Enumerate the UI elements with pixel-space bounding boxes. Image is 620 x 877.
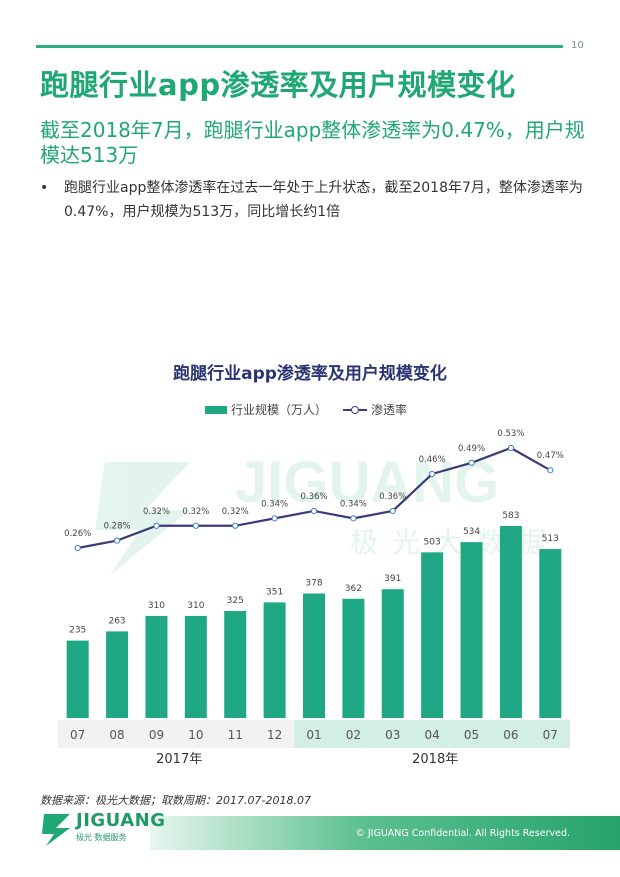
logo-subtext: 极光 数据服务 — [76, 833, 127, 842]
bar-5 — [263, 602, 286, 718]
bullet-marker: • — [40, 180, 49, 196]
rate-point-4 — [232, 522, 239, 529]
bar-1 — [106, 631, 129, 718]
copyright: © JIGUANG Confidential. All Rights Reser… — [355, 828, 570, 839]
legend-line-label: 渗透率 — [371, 403, 408, 417]
bar-7 — [342, 598, 365, 718]
bar-label-8: 391 — [384, 574, 401, 584]
rate-label-10: 0.49% — [458, 444, 485, 454]
bullet-item: • 跑腿行业app整体渗透率在过去一年处于上升状态，截至2018年7月，整体渗透… — [40, 176, 585, 224]
x-tick-11: 06 — [503, 728, 518, 742]
rate-point-8 — [389, 507, 396, 515]
rate-label-5: 0.34% — [261, 499, 288, 509]
page-number: 10 — [571, 40, 584, 51]
rate-label-12: 0.47% — [537, 451, 564, 461]
bar-3 — [184, 615, 207, 718]
bar-9 — [421, 552, 444, 718]
footer-band — [150, 816, 620, 850]
bar-label-10: 534 — [463, 527, 480, 537]
bar-label-6: 378 — [305, 579, 322, 589]
bar-label-4: 325 — [227, 596, 244, 606]
page-subtitle: 截至2018年7月，跑腿行业app整体渗透率为0.47%，用户规模达513万 — [40, 118, 585, 167]
logo-text: JIGUANG — [76, 810, 166, 831]
bar-label-2: 310 — [148, 601, 165, 611]
rate-label-11: 0.53% — [497, 429, 524, 439]
x-tick-8: 03 — [385, 728, 400, 742]
rate-label-9: 0.46% — [419, 455, 446, 465]
rate-point-11 — [507, 444, 515, 452]
rate-point-2 — [153, 522, 160, 529]
bar-label-11: 583 — [502, 511, 519, 521]
bar-label-7: 362 — [345, 584, 362, 594]
rate-point-7 — [350, 515, 357, 522]
rate-label-8: 0.36% — [379, 492, 406, 502]
rate-point-3 — [192, 522, 199, 529]
rate-label-4: 0.32% — [222, 507, 249, 517]
bar-0 — [66, 640, 89, 718]
data-source: 数据来源：极光大数据；取数周期：2017.07-2018.07 — [40, 794, 311, 807]
footer: © JIGUANG Confidential. All Rights Reser… — [0, 806, 620, 850]
rate-label-2: 0.32% — [143, 507, 170, 517]
bar-8 — [381, 589, 404, 718]
rate-point-6 — [310, 507, 318, 515]
year-label-2018: 2018年 — [412, 752, 459, 767]
x-tick-12: 07 — [543, 728, 558, 742]
x-tick-4: 11 — [228, 728, 243, 742]
header-rule — [36, 45, 563, 48]
axis-band-2017 — [58, 720, 294, 748]
page-title: 跑腿行业app渗透率及用户规模变化 — [40, 68, 516, 102]
x-tick-3: 10 — [188, 728, 203, 742]
x-tick-7: 02 — [346, 728, 361, 742]
rate-label-1: 0.28% — [104, 522, 131, 532]
x-tick-5: 12 — [267, 728, 282, 742]
axis-highlight-2018 — [294, 720, 570, 748]
chart-title: 跑腿行业app渗透率及用户规模变化 — [173, 364, 447, 384]
rate-point-0 — [74, 544, 81, 552]
rate-point-12 — [547, 467, 554, 474]
rate-label-7: 0.34% — [340, 499, 367, 509]
rate-point-9 — [429, 470, 436, 478]
bar-4 — [224, 610, 247, 718]
bar-12 — [539, 549, 562, 718]
bar-11 — [499, 526, 522, 718]
legend-bar-label: 行业规模（万人） — [231, 403, 328, 417]
rate-label-3: 0.32% — [182, 507, 209, 517]
bar-label-1: 263 — [108, 616, 125, 626]
rate-point-1 — [113, 537, 121, 544]
watermark-logo — [95, 462, 190, 575]
jiguang-logo: JIGUANG 极光 数据服务 — [40, 810, 190, 850]
legend-bar-swatch — [205, 405, 227, 414]
x-tick-6: 01 — [306, 728, 321, 742]
x-tick-9: 04 — [425, 728, 440, 742]
rate-label-6: 0.36% — [300, 492, 327, 502]
x-tick-0: 07 — [70, 728, 85, 742]
bar-label-3: 310 — [187, 601, 204, 611]
bar-10 — [460, 542, 483, 718]
x-tick-2: 09 — [149, 728, 164, 742]
jiguang-logo-icon — [42, 814, 70, 846]
bar-label-0: 235 — [69, 626, 86, 636]
bar-6 — [303, 593, 325, 718]
watermark-text: JIGUANG — [235, 450, 499, 515]
bullet-text: 跑腿行业app整体渗透率在过去一年处于上升状态，截至2018年7月，整体渗透率为… — [64, 180, 583, 220]
x-tick-10: 05 — [464, 728, 479, 742]
bar-label-9: 503 — [424, 537, 441, 547]
bar-label-5: 351 — [266, 587, 283, 597]
rate-point-5 — [271, 515, 278, 522]
bar-label-12: 513 — [542, 534, 559, 544]
legend-line-swatch — [343, 405, 368, 415]
bar-2 — [145, 615, 168, 718]
rate-point-10 — [468, 459, 475, 466]
year-label-2017: 2017年 — [156, 752, 203, 767]
chart-legend: 行业规模（万人） 渗透率 — [205, 401, 407, 418]
rate-label-0: 0.26% — [64, 529, 91, 539]
watermark-subtext: 极光大数据 — [350, 526, 560, 559]
x-tick-1: 08 — [109, 728, 124, 742]
